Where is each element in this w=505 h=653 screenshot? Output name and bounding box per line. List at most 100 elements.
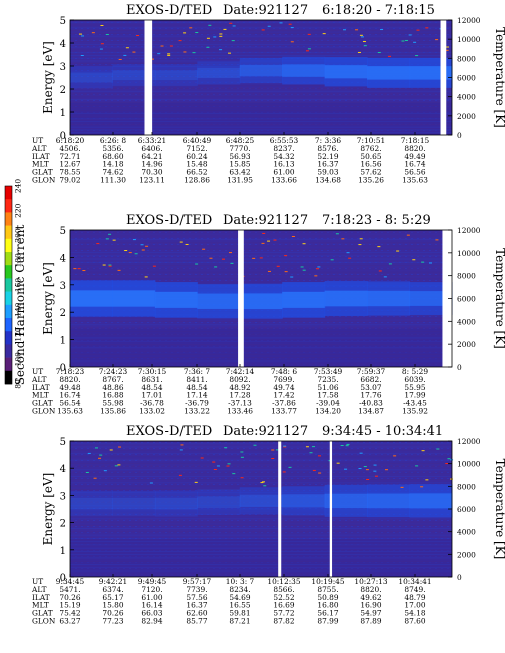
speckle <box>307 48 311 50</box>
y-tick-label: 1 <box>60 108 66 119</box>
speckle <box>229 252 233 254</box>
speckle <box>420 486 424 488</box>
speckle <box>322 33 326 35</box>
ephemeris-value: 82.94 <box>141 617 162 626</box>
speckle <box>78 33 82 35</box>
speckle <box>132 239 136 241</box>
energy-band-core <box>197 293 241 309</box>
ephemeris-value: 15.80 <box>102 601 123 610</box>
speckle <box>183 51 187 53</box>
energy-band-core <box>70 497 113 510</box>
speckle <box>283 446 287 448</box>
ephemeris-value: 7:53:49 <box>314 367 343 376</box>
speckle <box>412 259 416 261</box>
speckle <box>358 244 362 246</box>
speckle <box>232 25 236 27</box>
y-right-tick-label: 2000 <box>457 550 476 559</box>
data-gap <box>278 441 282 577</box>
y-tick-label: 0 <box>60 131 66 142</box>
ephemeris-value: 7:48: 6 <box>271 367 297 376</box>
ephemeris-row-label: UT <box>32 367 43 376</box>
speckle <box>109 449 113 451</box>
panel-title-date: Date:921127 <box>223 3 308 18</box>
speckle <box>373 464 377 466</box>
speckle <box>305 446 309 448</box>
ephemeris-value: 55.98 <box>102 399 123 408</box>
ephemeris-value: 7739. <box>186 585 207 594</box>
ephemeris-value: 8234. <box>229 585 250 594</box>
panel-title-date: Date:921127 <box>223 424 308 439</box>
ephemeris-value: 8755. <box>317 585 338 594</box>
speckle <box>259 257 263 259</box>
colorbar-label: Second Harmonic Current <box>13 225 27 386</box>
data-gap <box>440 20 447 135</box>
data-gap <box>442 230 452 367</box>
ephemeris-value: 63.27 <box>59 617 80 626</box>
speckle <box>232 473 236 475</box>
ephemeris-value: 54.69 <box>229 593 250 602</box>
ephemeris-value: 62.60 <box>186 609 207 618</box>
ephemeris-row-label: ALT <box>31 375 47 384</box>
panel-title: EXOS-D/TED Date:921127 7:18:23 - 8: 5:29 <box>126 213 431 228</box>
speckle <box>445 463 449 465</box>
ephemeris-value: 54.97 <box>360 609 381 618</box>
ephemeris-value: -40.83 <box>359 399 383 408</box>
y-tick-label: 3 <box>60 62 66 73</box>
ephemeris-value: 8820. <box>59 375 80 384</box>
energy-band-core <box>324 493 368 509</box>
speckle <box>267 25 271 27</box>
energy-band-segment <box>197 489 241 516</box>
y-axis-label: Energy [eV] <box>41 41 55 114</box>
ephemeris-value: -37.86 <box>272 399 296 408</box>
energy-band-core <box>409 291 453 306</box>
y-right-tick-label: 2000 <box>457 112 476 121</box>
speckle <box>219 33 223 35</box>
colorbar-swatch <box>5 238 12 253</box>
ephemeris-value: 8762. <box>360 144 381 153</box>
speckle <box>195 32 199 34</box>
speckle <box>271 449 275 451</box>
ephemeris-value: 6:26: 8 <box>100 136 126 145</box>
ephemeris-value: 7770. <box>229 144 250 153</box>
ephemeris-value: 8576. <box>317 144 338 153</box>
speckle <box>227 463 231 465</box>
speckle <box>388 263 392 265</box>
speckle <box>132 51 136 53</box>
ephemeris-value: 79.02 <box>59 176 80 185</box>
y-tick-label: 1 <box>60 546 66 557</box>
ephemeris-value: 10:12:35 <box>267 577 300 586</box>
y-right-tick-label: 12000 <box>457 226 481 235</box>
ephemeris-value: 134.68 <box>315 176 341 185</box>
speckle <box>373 470 377 472</box>
ephemeris-value: 60.24 <box>186 152 207 161</box>
ephemeris-value: 16.37 <box>317 160 338 169</box>
speckle <box>219 35 223 37</box>
speckle <box>224 447 228 449</box>
ephemeris-value: 135.63 <box>57 407 83 416</box>
speckle <box>145 245 149 247</box>
speckle <box>260 482 264 484</box>
speckle <box>213 468 217 470</box>
ephemeris-value: 48.54 <box>141 383 162 392</box>
spectrogram-panel-2: EXOS-D/TED Date:921127 7:18:23 - 8: 5:29 0 1… <box>31 213 505 416</box>
speckle <box>384 469 388 471</box>
speckle <box>446 46 450 48</box>
speckle <box>144 276 148 278</box>
speckle <box>263 485 267 487</box>
y-right-tick-label: 10000 <box>457 35 481 44</box>
ephemeris-value: 56.17 <box>317 609 338 618</box>
speckle <box>425 479 429 481</box>
speckle <box>206 46 210 48</box>
speckle <box>309 452 313 454</box>
ephemeris-value: 50.89 <box>317 593 338 602</box>
speckle <box>416 29 420 31</box>
y-tick-label: 4 <box>60 253 66 264</box>
ephemeris-value: 111.30 <box>100 176 126 185</box>
colorbar-swatch <box>5 344 12 358</box>
ephemeris-value: 17.01 <box>141 391 162 400</box>
speckle <box>222 258 226 260</box>
speckle <box>96 243 100 245</box>
speckle <box>284 255 288 257</box>
ephemeris-value: -36.79 <box>185 399 209 408</box>
y-right-tick-label: 0 <box>457 363 462 372</box>
